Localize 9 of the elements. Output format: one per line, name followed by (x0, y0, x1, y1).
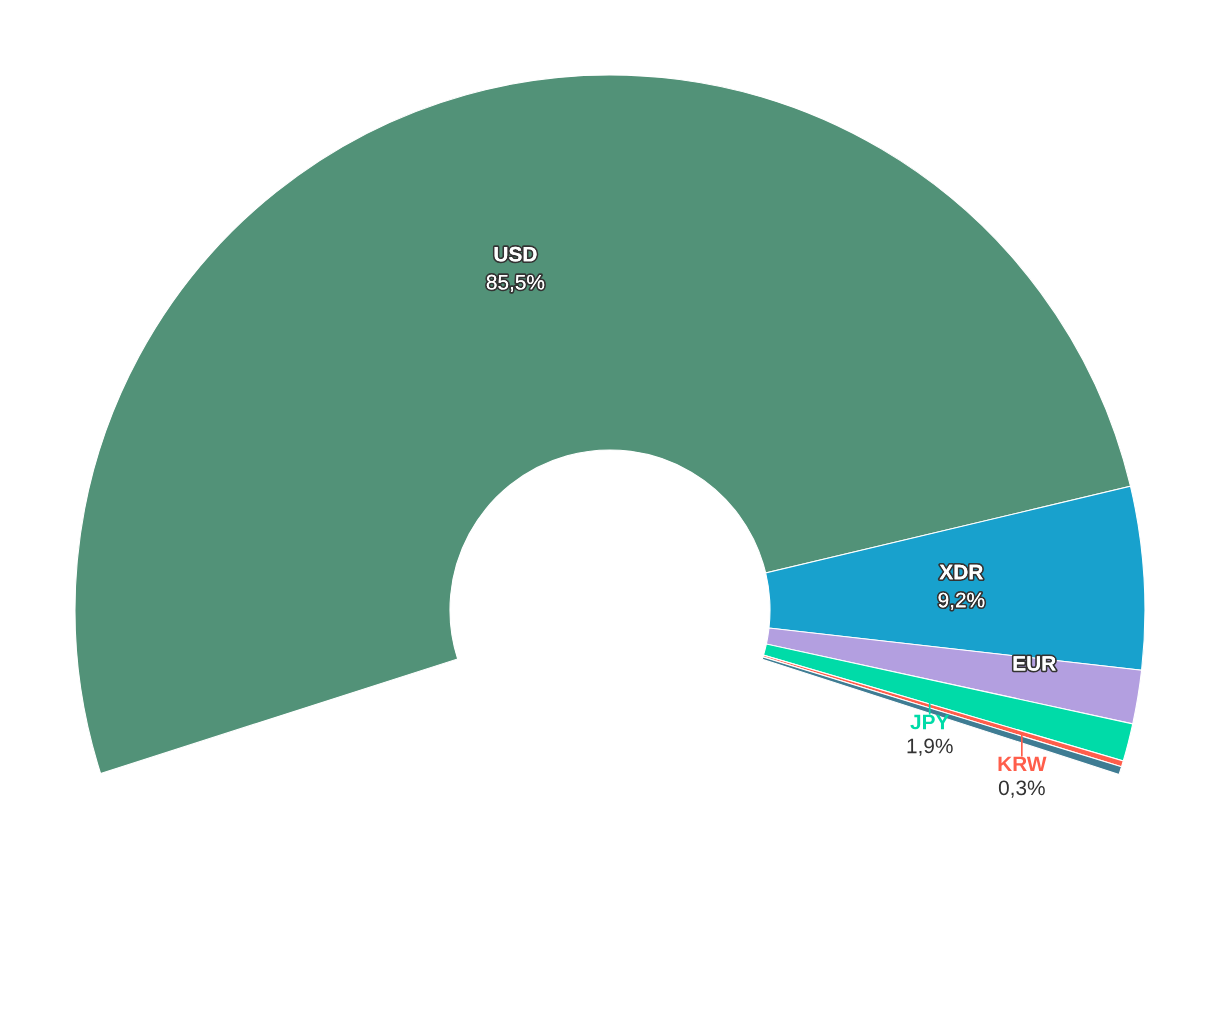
slice-label: XDR (939, 564, 983, 580)
data-label: 9,2% (938, 592, 985, 610)
data-label: 0,3% (998, 780, 1045, 798)
slice-label: KRW (998, 756, 1047, 772)
slice-label: USD (494, 246, 537, 262)
slice-label: EUR (1013, 656, 1056, 671)
data-label: 1,9% (907, 738, 953, 756)
data-label: 85,5% (486, 274, 545, 292)
slice-label: JPY (910, 714, 950, 730)
